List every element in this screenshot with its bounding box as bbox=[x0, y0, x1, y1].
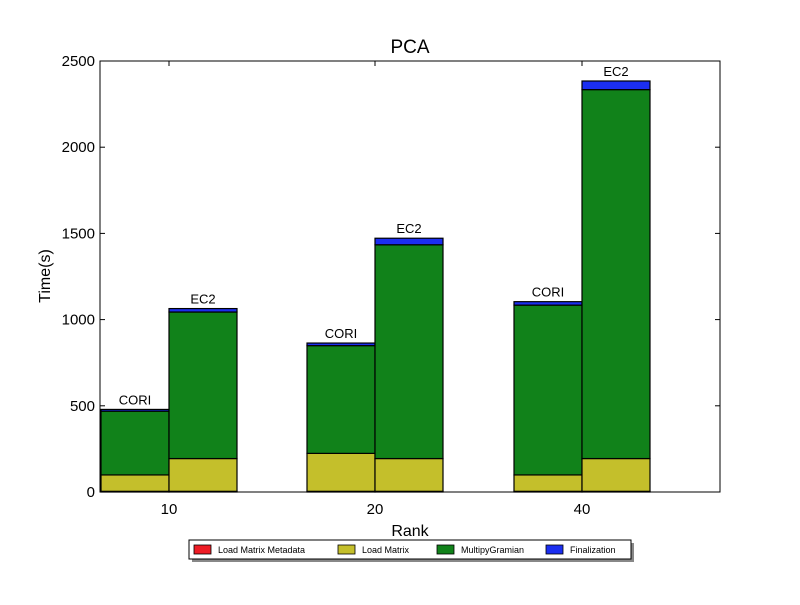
bar-segment-20-ec2-1 bbox=[374, 457, 444, 492]
bar-segment-20-cori-3 bbox=[306, 342, 376, 347]
y-tick-label-0: 0 bbox=[87, 484, 95, 501]
plot-area bbox=[99, 60, 721, 493]
chart-title: PCA bbox=[390, 37, 429, 58]
bar-segment-20-ec2-2 bbox=[374, 244, 444, 460]
x-tick-label-10: 10 bbox=[161, 501, 178, 518]
y-tick-label-3: 1500 bbox=[62, 225, 95, 242]
bar-segment-40-cori-3 bbox=[513, 301, 583, 306]
bar-segment-40-cori-1 bbox=[513, 474, 583, 492]
legend-label-0: Load Matrix Metadata bbox=[218, 545, 305, 555]
bar-label-10-ec2: EC2 bbox=[190, 292, 215, 307]
y-axis-label: Time(s) bbox=[37, 249, 54, 303]
bar-segment-20-ec2-3 bbox=[374, 237, 444, 246]
y-tick-label-1: 500 bbox=[70, 398, 95, 415]
legend-box bbox=[188, 539, 632, 560]
bar-segment-20-cori-1 bbox=[306, 452, 376, 492]
legend-label-3: Finalization bbox=[570, 545, 616, 555]
bar-segment-10-ec2-1 bbox=[168, 457, 238, 492]
x-tick-label-40: 40 bbox=[574, 501, 591, 518]
bar-label-20-cori: CORI bbox=[325, 326, 358, 341]
y-tick-label-2: 1000 bbox=[62, 312, 95, 329]
bar-segment-10-ec2-2 bbox=[168, 311, 238, 460]
bar-segment-10-ec2-3 bbox=[168, 307, 238, 313]
legend-label-1: Load Matrix bbox=[362, 545, 410, 555]
bar-label-40-ec2: EC2 bbox=[603, 64, 628, 79]
bar-label-40-cori: CORI bbox=[532, 285, 565, 300]
legend-swatch-1 bbox=[337, 544, 356, 555]
bar-segment-10-cori-3 bbox=[100, 408, 170, 412]
x-tick-label-20: 20 bbox=[367, 501, 384, 518]
bar-label-10-cori: CORI bbox=[119, 392, 152, 407]
bar-segment-40-ec2-1 bbox=[581, 457, 651, 492]
bar-segment-10-cori-2 bbox=[100, 410, 170, 476]
y-tick-label-5: 2500 bbox=[62, 53, 95, 70]
x-axis-label: Rank bbox=[391, 523, 429, 540]
legend-swatch-0 bbox=[193, 544, 212, 555]
legend-swatch-2 bbox=[436, 544, 455, 555]
legend: Load Matrix Metadata Load Matrix MultipyGr… bbox=[188, 539, 634, 562]
ticks-layer: 0 500 1000 1500 2000 2500 10 20 40 bbox=[62, 53, 720, 518]
legend-label-2: MultipyGramian bbox=[461, 545, 524, 555]
bar-segment-40-ec2-3 bbox=[581, 80, 651, 91]
legend-swatch-3 bbox=[545, 544, 564, 555]
bar-label-20-ec2: EC2 bbox=[396, 221, 421, 236]
bar-segment-40-cori-2 bbox=[513, 304, 583, 476]
bar-segment-40-ec2-2 bbox=[581, 89, 651, 460]
bars-layer: CORI EC2 CORI EC2 CORI EC2 bbox=[100, 64, 651, 493]
bar-segment-10-cori-1 bbox=[100, 474, 170, 492]
bar-segment-20-cori-2 bbox=[306, 345, 376, 454]
y-tick-label-4: 2000 bbox=[62, 139, 95, 156]
